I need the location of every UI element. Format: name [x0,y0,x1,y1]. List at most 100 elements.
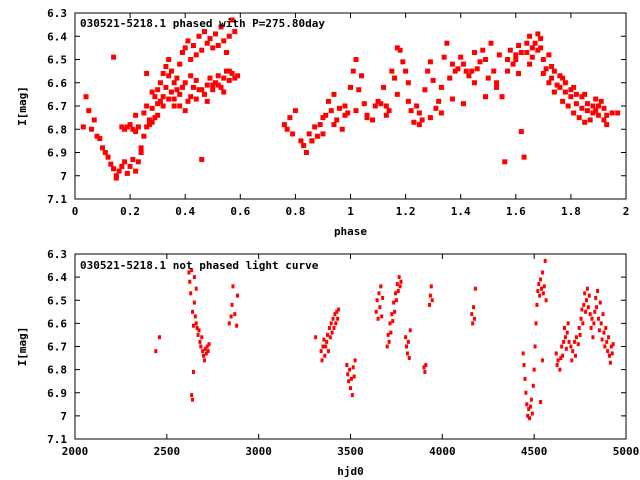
data-point [411,119,417,125]
data-point [168,89,174,95]
data-point [554,82,560,88]
data-point [568,94,574,100]
data-point [571,110,577,116]
data-point [301,143,307,149]
data-point [601,117,607,123]
data-point [327,326,331,330]
data-point [471,80,477,86]
data-point [320,358,324,363]
data-point [141,133,147,139]
data-point [236,293,240,298]
data-point [385,344,389,349]
data-point [152,115,158,121]
data-point [306,131,312,137]
data-point [595,112,601,118]
data-point [579,94,585,100]
data-point [201,349,205,354]
data-point [191,369,195,374]
data-point [527,33,533,39]
data-point [221,75,227,81]
data-point [549,75,555,81]
data-point [226,68,232,74]
data-point [198,339,202,344]
data-point [135,124,141,130]
data-point [388,321,392,326]
data-point [447,75,453,81]
data-point [287,115,293,121]
data-point [298,138,304,144]
data-point [546,52,552,58]
data-point [599,321,603,326]
data-point [130,156,136,162]
data-point [494,84,500,90]
data-point [556,358,560,363]
data-point [160,94,166,100]
data-point [135,159,141,165]
data-point [155,87,161,93]
data-point [200,335,204,340]
data-point [397,275,401,280]
data-point [204,82,210,88]
data-point [372,103,378,109]
data-point [567,339,571,344]
data-point [312,124,318,130]
data-point [472,316,476,321]
data-point [407,356,411,361]
data-point [525,402,529,407]
x-tick-label: 4000 [429,445,456,458]
data-point [542,284,546,289]
data-point [116,168,122,174]
data-point [374,309,378,314]
x-tick-label: 2500 [154,445,181,458]
y-tick-label: 6.8 [47,364,67,377]
x-tick-label: 1.8 [561,205,581,218]
data-point [430,77,436,83]
data-point [488,40,494,46]
data-point [422,365,426,370]
data-point [604,326,608,330]
data-point [522,363,526,367]
data-point [205,344,209,349]
data-point [177,91,183,97]
data-point [582,302,586,307]
data-point [345,110,351,116]
data-point [607,335,611,340]
data-point [566,321,570,326]
data-point [154,349,158,354]
data-point [579,316,583,321]
data-point [133,168,139,174]
data-point [449,61,455,67]
data-point [182,80,188,86]
data-point [119,163,125,169]
data-point [334,321,338,326]
data-point [229,70,235,76]
data-point [527,61,533,67]
data-point [370,117,376,123]
data-point [111,166,117,172]
data-point [191,397,195,402]
data-point [182,108,188,114]
data-point [124,170,130,176]
x-tick-label: 1.2 [396,205,416,218]
data-point [202,353,206,358]
data-point [406,339,410,344]
data-point [601,105,607,111]
data-point [538,293,542,298]
data-point [562,326,566,330]
data-point [518,50,524,56]
data-point [602,330,606,335]
data-point [585,298,589,303]
data-point [193,52,199,58]
data-point [408,328,412,333]
data-point [607,353,611,358]
x-tick-label: 0.6 [230,205,250,218]
data-point [386,332,390,337]
y-tick-label: 6.4 [47,30,67,43]
data-point [144,70,150,76]
data-point [179,84,185,90]
data-point [199,47,205,53]
data-point [185,98,191,104]
data-point [455,66,461,72]
data-point [102,150,108,155]
data-point [314,335,318,340]
